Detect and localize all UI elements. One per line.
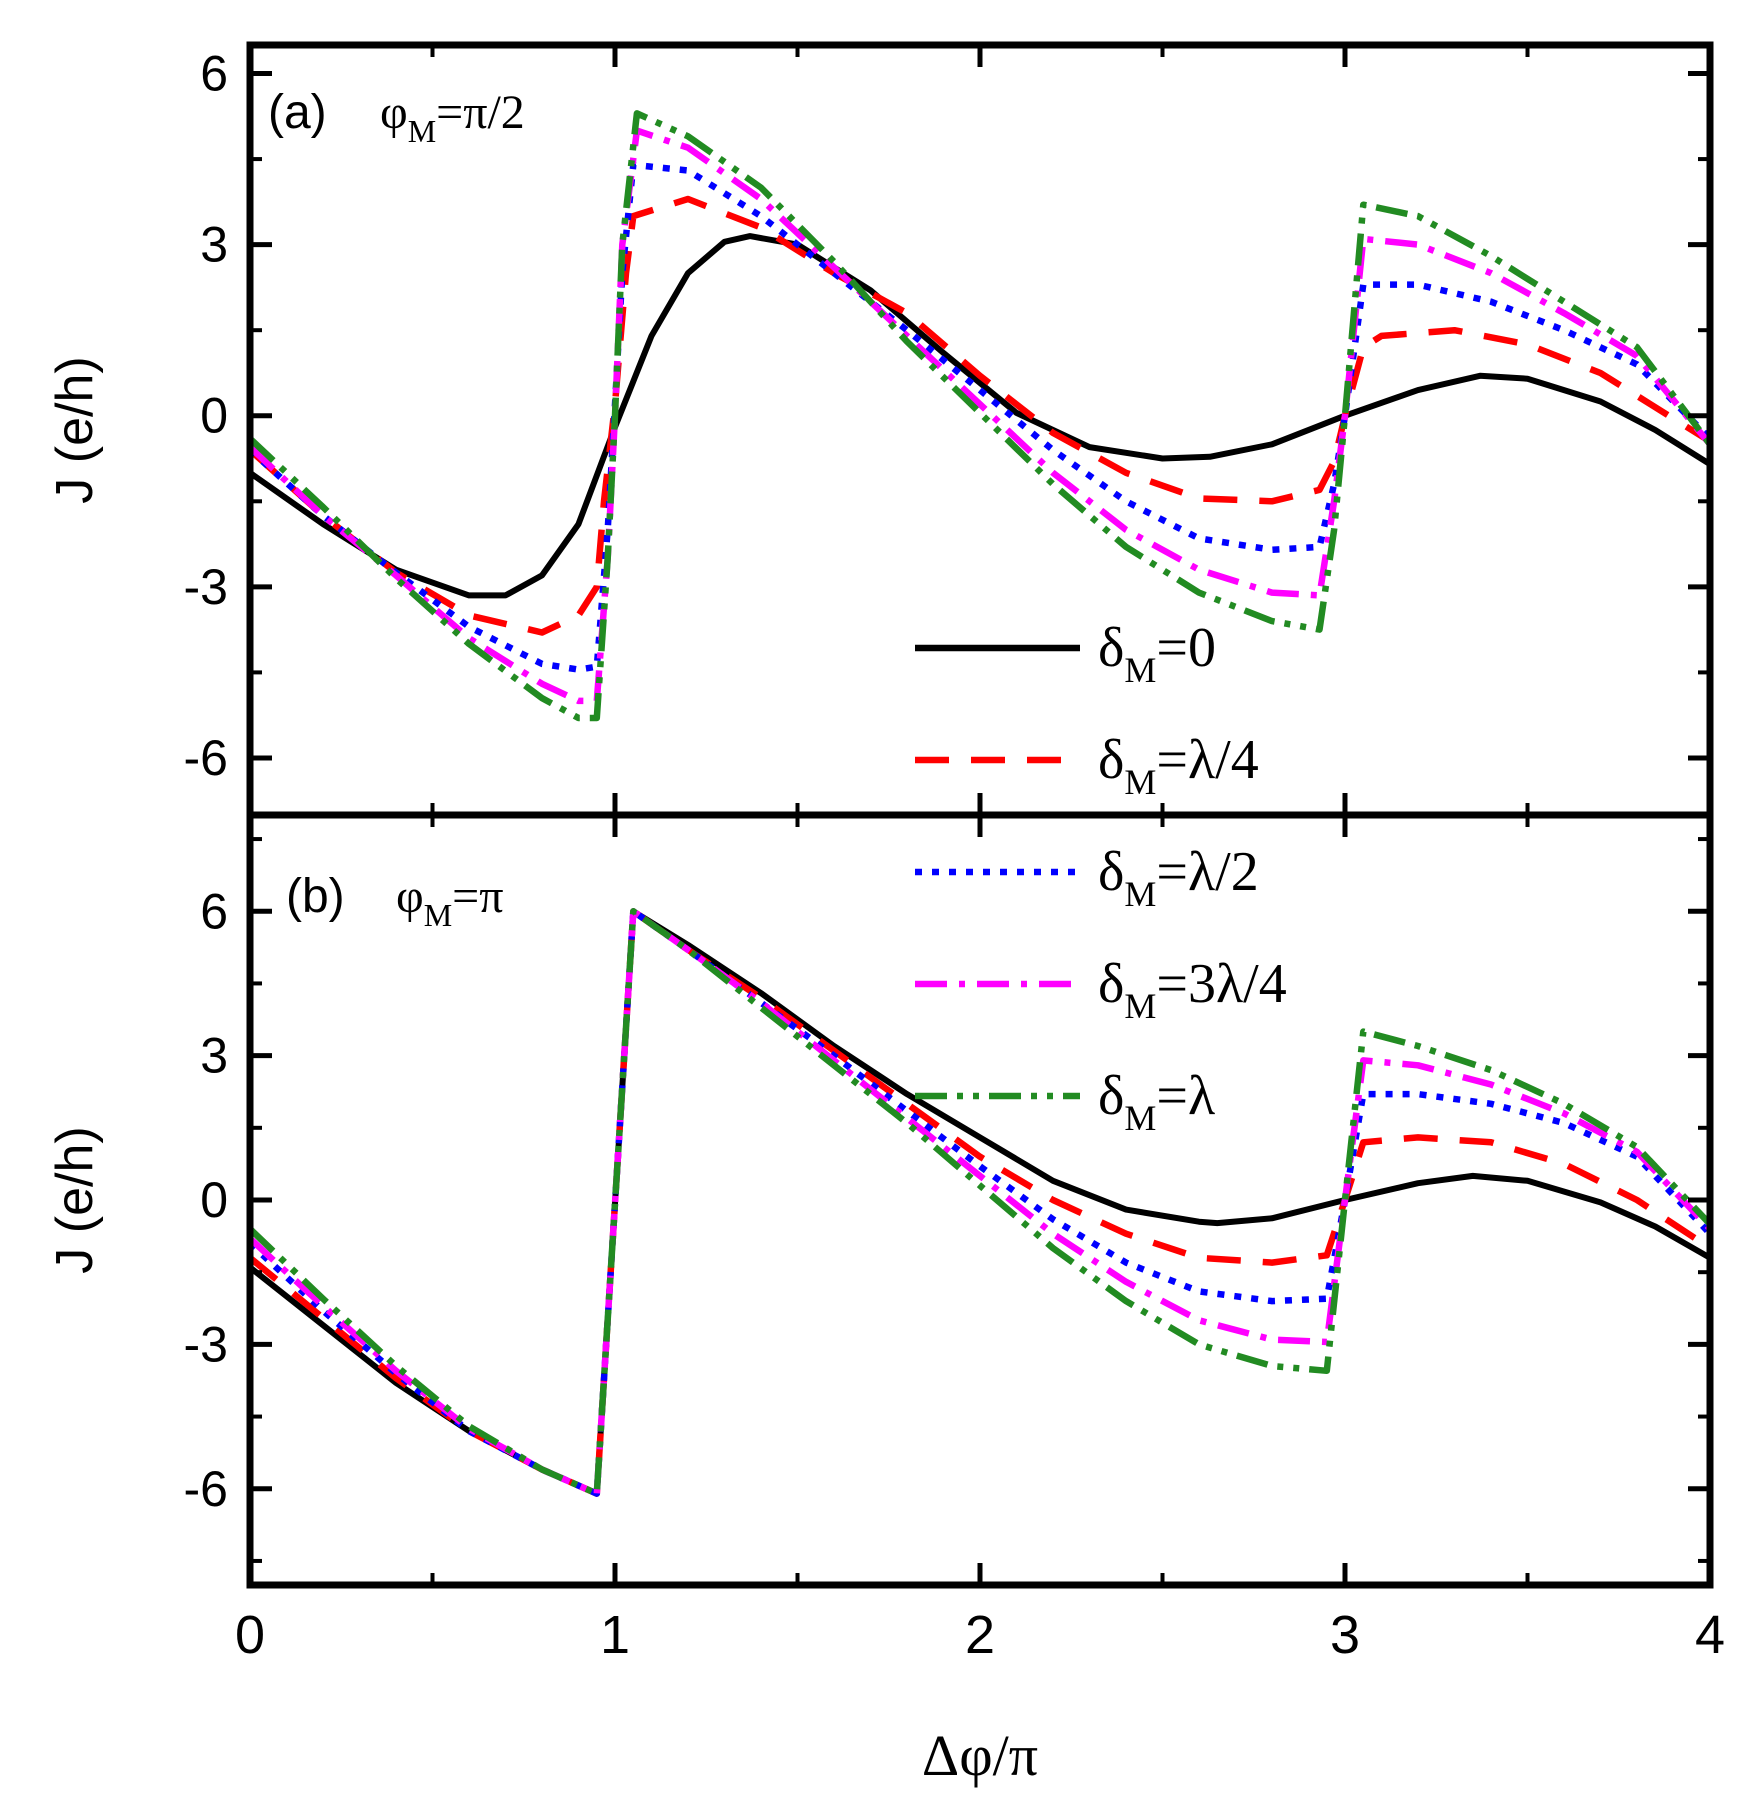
panel-b-label: (b) — [286, 870, 345, 923]
series-line-a-4 — [250, 110, 1710, 722]
legend: δM=0 δM=λ/4 δM=λ/2 δM=3λ/4 δM=λ — [915, 617, 1287, 1138]
y-axis-label-b: J (e/h) — [46, 1126, 104, 1273]
legend-label-0: δM=0 — [1098, 617, 1216, 690]
series-line-b-2 — [250, 908, 1710, 1497]
x-tick-label: 4 — [1695, 1605, 1725, 1665]
x-tick-label: 2 — [965, 1605, 995, 1665]
legend-label-1: δM=λ/4 — [1098, 729, 1259, 802]
series-line-b-1 — [250, 908, 1710, 1497]
series-line-b-0 — [250, 908, 1710, 1497]
panel-b: -6 -3 0 3 6 0 1 2 3 4 (b) φM=π J (e/h) Δφ/π — [46, 811, 1725, 1788]
axes-a: -6 -3 0 3 6 — [184, 41, 1714, 819]
axes-frame — [246, 41, 1714, 819]
series-line-a-0 — [250, 233, 1710, 599]
legend-label-3: δM=3λ/4 — [1098, 953, 1287, 1026]
panel-b-param: φM=π — [396, 870, 503, 933]
y-tick-label: -3 — [184, 559, 228, 615]
x-tick-label: 1 — [600, 1605, 630, 1665]
y-tick-label: -3 — [184, 1316, 228, 1372]
legend-label-4: δM=λ — [1098, 1065, 1215, 1138]
x-tick-label: 0 — [235, 1605, 265, 1665]
y-axis-label-a: J (e/h) — [46, 356, 104, 503]
y-tick-label: 3 — [200, 1028, 228, 1084]
y-tick-label: 6 — [200, 883, 228, 939]
y-tick-label: -6 — [184, 730, 228, 786]
x-tick-label: 3 — [1330, 1605, 1360, 1665]
series-line-b-4 — [250, 908, 1710, 1497]
y-tick-label: -6 — [184, 1461, 228, 1517]
panel-a-param: φM=π/2 — [380, 86, 525, 149]
y-tick-label: 3 — [200, 217, 228, 273]
y-tick-label: 6 — [200, 46, 228, 102]
axes-b: -6 -3 0 3 6 0 1 2 3 4 — [184, 811, 1725, 1665]
panel-a: -6 -3 0 3 6 (a) φM=π/2 J (e/h) — [46, 41, 1714, 819]
y-tick-label: 0 — [200, 388, 228, 444]
series-a — [250, 110, 1710, 722]
series-line-a-1 — [250, 195, 1710, 636]
y-tick-label: 0 — [200, 1172, 228, 1228]
legend-label-2: δM=λ/2 — [1098, 841, 1259, 914]
series-line-a-3 — [250, 127, 1710, 705]
series-b — [250, 908, 1710, 1497]
axes-frame — [246, 811, 1714, 1589]
x-axis-label: Δφ/π — [922, 1723, 1038, 1788]
panel-a-label: (a) — [268, 86, 327, 139]
series-line-b-3 — [250, 908, 1710, 1497]
